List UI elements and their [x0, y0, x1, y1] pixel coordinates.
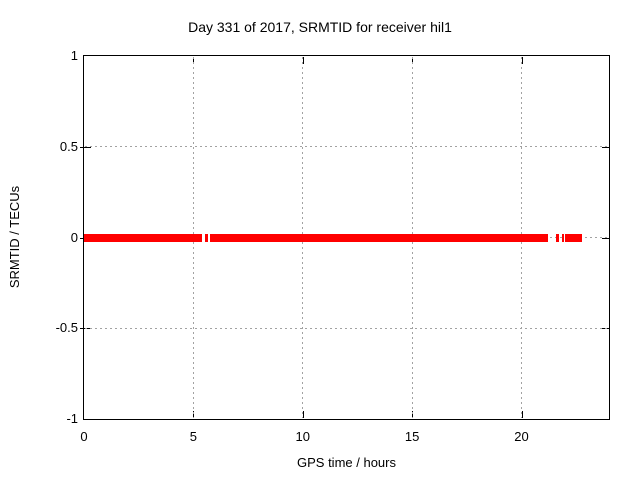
- x-tick-label: 0: [80, 429, 88, 444]
- x-tick-mark: [193, 411, 195, 418]
- y-gridline: [85, 146, 608, 148]
- x-axis-label: GPS time / hours: [297, 455, 396, 470]
- data-segment: [556, 233, 559, 242]
- x-tick-label: 20: [514, 429, 529, 444]
- x-tick-label: 10: [295, 429, 310, 444]
- y-tick-label: 1: [70, 48, 78, 63]
- chart-title: Day 331 of 2017, SRMTID for receiver hil…: [188, 19, 452, 35]
- x-tick-mark: [193, 57, 195, 64]
- y-tick-mark: [80, 328, 91, 330]
- y-tick-label: -0.5: [55, 320, 78, 336]
- x-tick-label: 15: [404, 429, 420, 444]
- data-segment: [561, 233, 564, 242]
- y-tick-label: -1: [66, 411, 78, 426]
- x-tick-mark: [302, 57, 304, 64]
- x-tick-label: 5: [189, 429, 197, 444]
- data-segment: [204, 233, 209, 242]
- y-tick-mark: [602, 146, 609, 148]
- x-tick-mark: [521, 411, 523, 418]
- y-gridline: [85, 327, 608, 329]
- data-segment: [84, 233, 203, 242]
- data-segment: [565, 233, 583, 242]
- y-tick-mark: [80, 146, 91, 148]
- data-segment: [210, 233, 548, 242]
- y-axis-label: SRMTID / TECUs: [7, 185, 22, 289]
- y-tick-mark: [602, 237, 609, 239]
- x-tick-mark: [412, 57, 414, 64]
- y-tick-mark: [602, 328, 609, 330]
- y-tick-label: 0: [70, 229, 78, 245]
- x-tick-mark: [412, 411, 414, 418]
- x-tick-mark: [521, 57, 523, 64]
- plot-area: [83, 55, 610, 420]
- y-tick-label: 0.5: [59, 138, 78, 154]
- x-tick-mark: [302, 411, 304, 418]
